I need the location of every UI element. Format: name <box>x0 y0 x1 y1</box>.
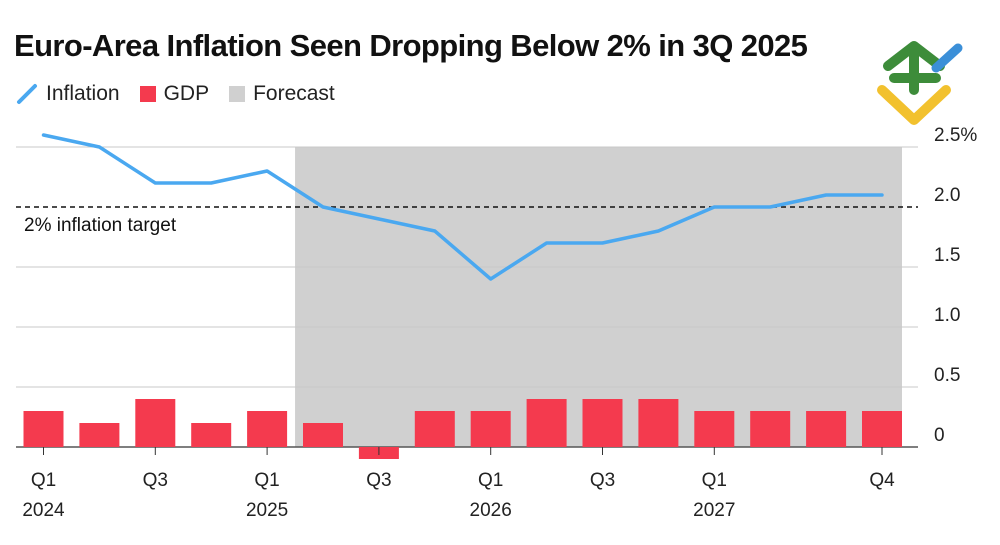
line-swatch-icon <box>17 84 37 104</box>
brand-logo-icon <box>877 41 963 125</box>
legend-item-forecast: Forecast <box>229 82 335 106</box>
y-tick-label: 0 <box>934 425 945 446</box>
gdp-bar <box>638 399 679 447</box>
gdp-bar <box>23 411 64 447</box>
gdp-bar <box>470 411 511 447</box>
gdp-bar <box>526 399 567 447</box>
legend-item-inflation: Inflation <box>16 82 120 106</box>
x-tick-quarter: Q1 <box>31 470 56 491</box>
gdp-bar <box>582 399 623 447</box>
legend-label-forecast: Forecast <box>253 82 335 105</box>
y-tick-label: 2.5% <box>934 125 977 146</box>
x-tick-year: 2026 <box>470 500 512 521</box>
gdp-bar <box>135 399 176 447</box>
x-tick-quarter: Q1 <box>702 470 727 491</box>
square-swatch-icon <box>229 86 246 102</box>
gdp-bar <box>862 411 902 447</box>
gdp-bar <box>303 423 343 447</box>
gdp-bar <box>750 411 791 447</box>
x-tick-quarter: Q3 <box>143 470 168 491</box>
gdp-bar <box>79 423 120 447</box>
forecast-region <box>295 147 902 447</box>
gdp-bar <box>247 411 288 447</box>
y-tick-label: 2.0 <box>934 185 960 206</box>
chart-title: Euro-Area Inflation Seen Dropping Below … <box>14 28 808 63</box>
inflation-line <box>41 133 884 281</box>
legend-label-gdp: GDP <box>163 82 210 105</box>
legend: Inflation GDP Forecast <box>16 82 355 106</box>
y-tick-label: 0.5 <box>934 365 960 386</box>
gdp-bar <box>694 411 735 447</box>
inflation-target-label: 2% inflation target <box>24 215 177 236</box>
x-tick-quarter: Q1 <box>254 470 279 491</box>
gdp-bar <box>806 411 847 447</box>
x-tick-quarter: Q4 <box>869 470 895 491</box>
y-tick-label: 1.0 <box>934 305 960 326</box>
y-tick-label: 1.5 <box>934 245 960 266</box>
legend-item-gdp: GDP <box>139 82 210 106</box>
x-tick-year: 2024 <box>22 500 65 521</box>
gdp-bar <box>191 423 232 447</box>
square-swatch-icon <box>139 86 156 102</box>
gdp-bar <box>414 411 455 447</box>
x-tick-quarter: Q3 <box>366 470 391 491</box>
x-tick-year: 2027 <box>693 500 735 521</box>
x-tick-quarter: Q1 <box>478 470 503 491</box>
x-tick-quarter: Q3 <box>590 470 615 491</box>
x-tick-year: 2025 <box>246 500 288 521</box>
legend-label-inflation: Inflation <box>46 82 120 105</box>
